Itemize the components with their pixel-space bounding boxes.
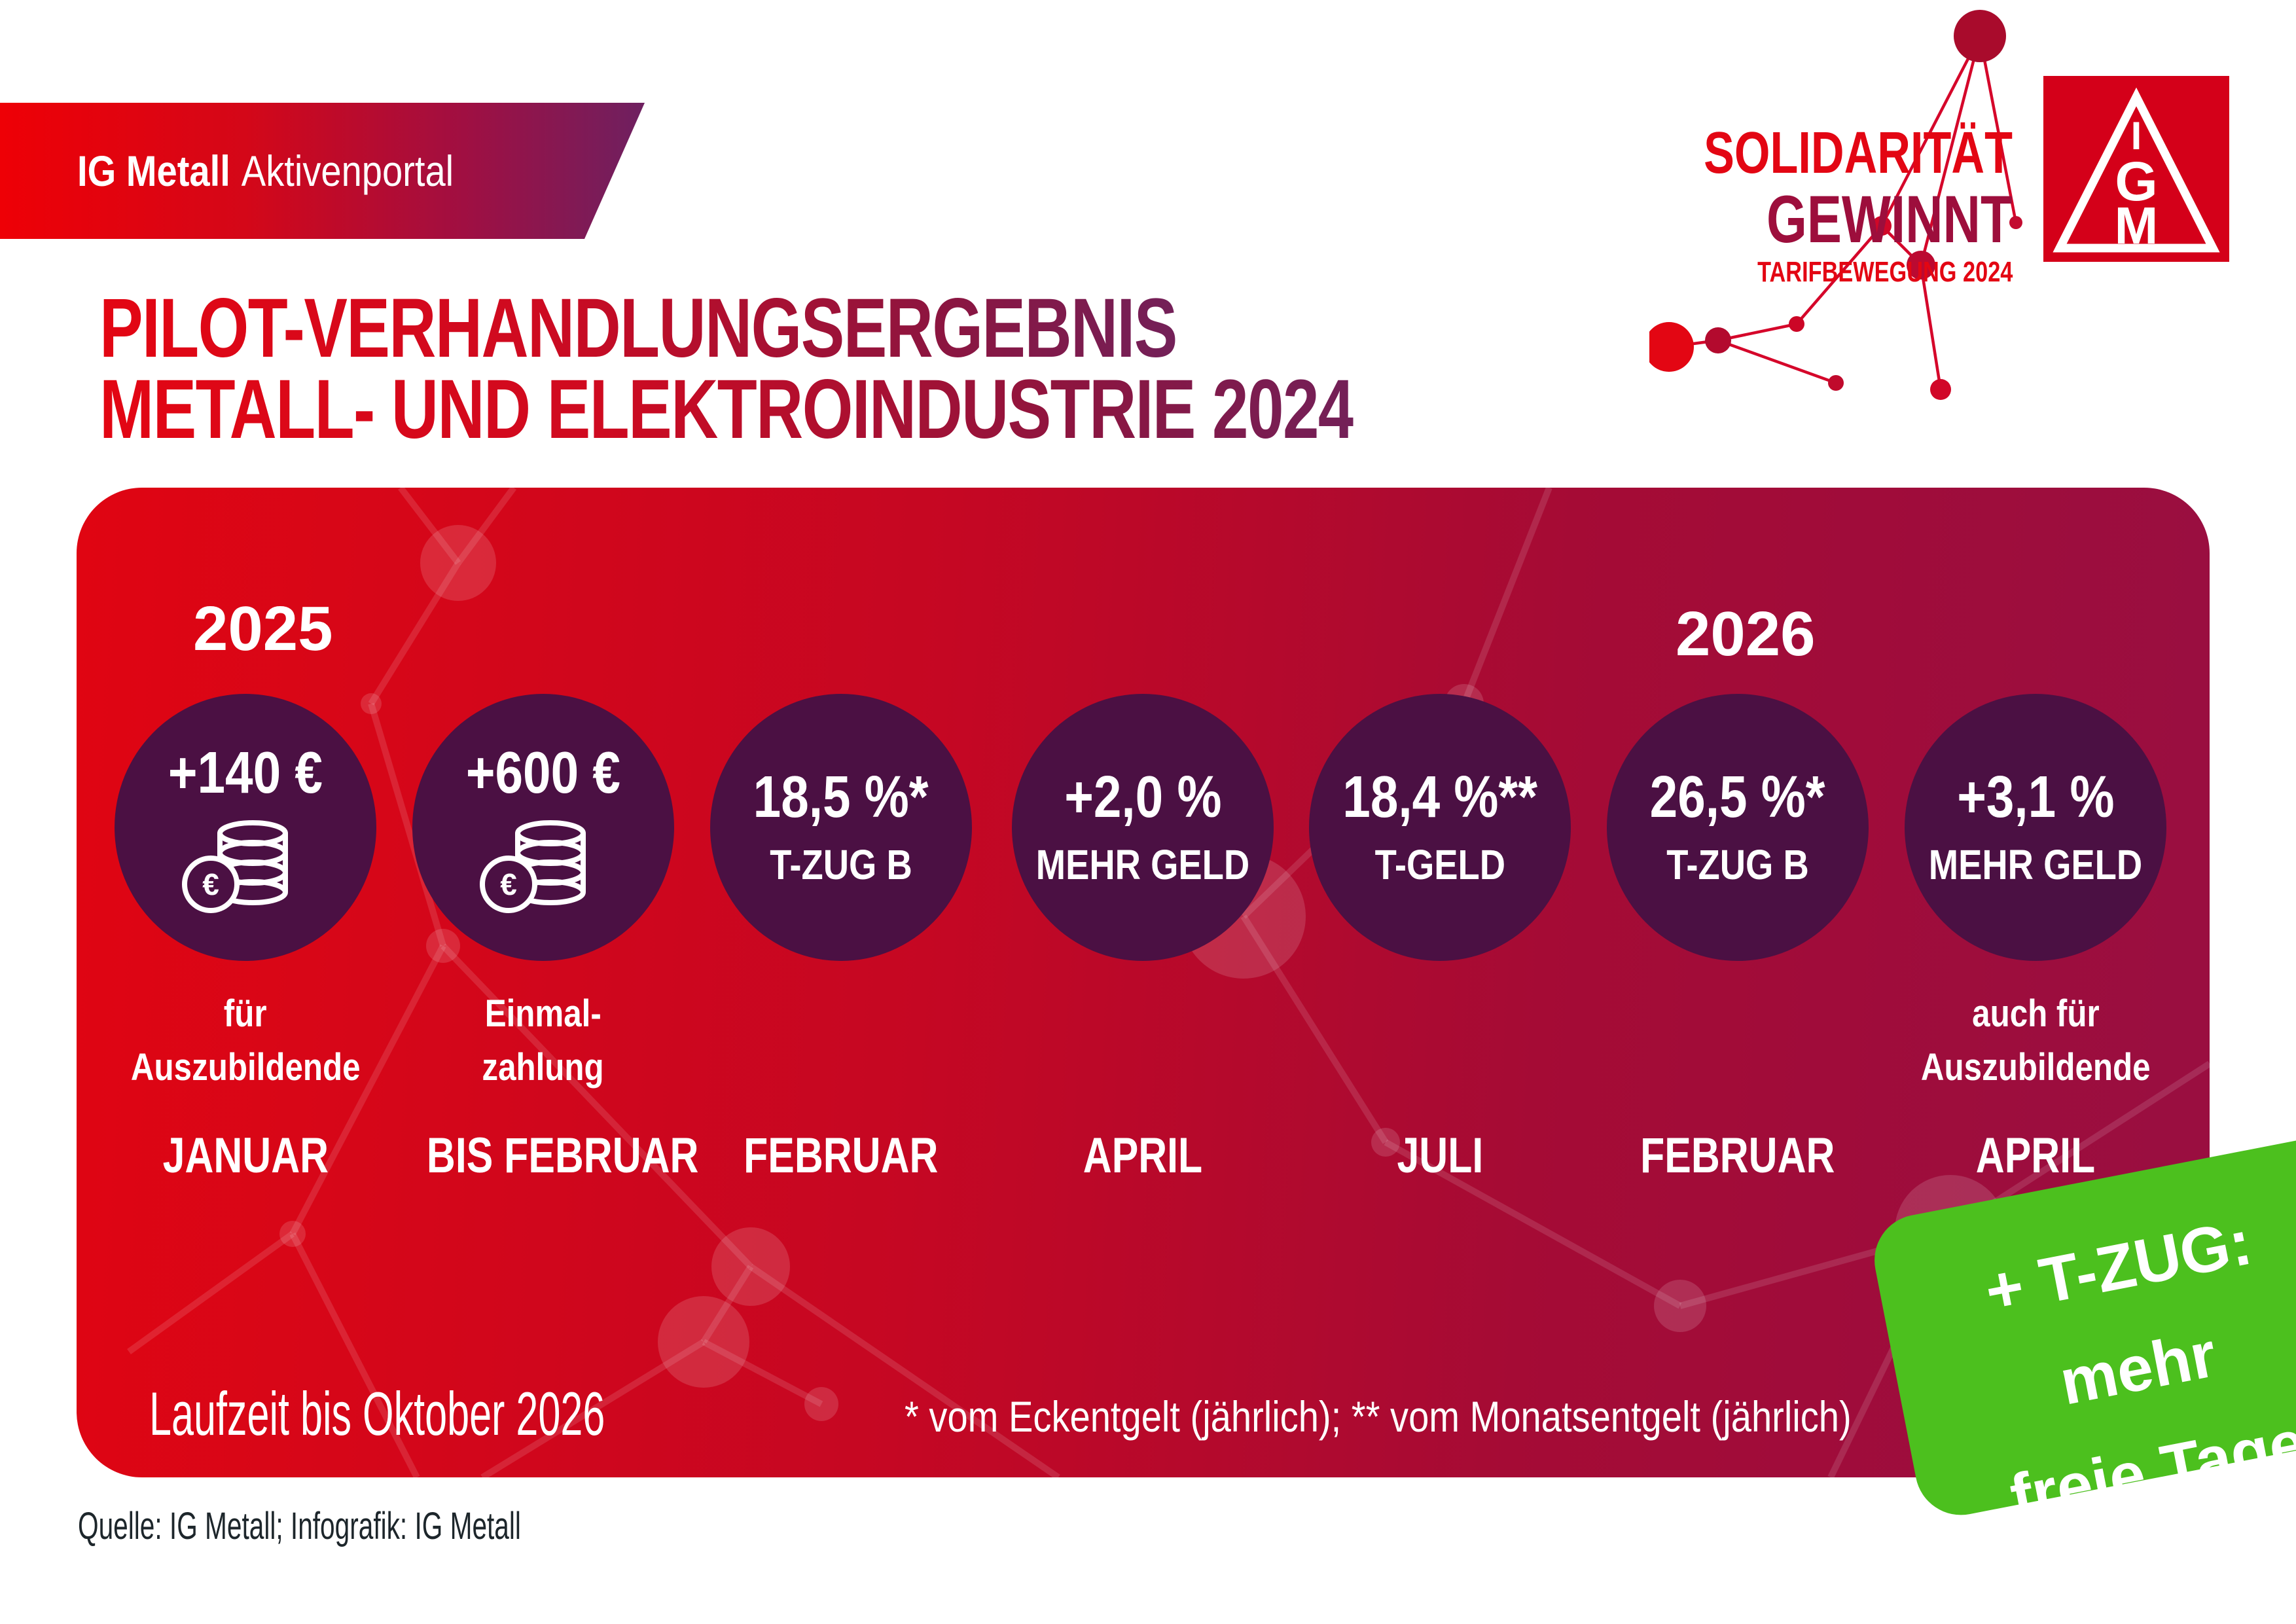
item-sublabel: T-GELD bbox=[1374, 841, 1505, 888]
coins-icon: € bbox=[480, 820, 586, 913]
campaign-claim: SOLIDARITÄT GEWINNT TARIFBEWEGUNG 2024 bbox=[1604, 122, 2013, 291]
igm-logo-icon: I G M bbox=[2053, 87, 2220, 255]
item-note: auch für Auszubildende bbox=[1920, 992, 2151, 1089]
item-month: JANUAR bbox=[162, 1128, 329, 1183]
item-value: +600 € bbox=[465, 740, 621, 806]
item-note: Einmal- zahlung bbox=[482, 992, 605, 1089]
item-value: 18,5 %* bbox=[753, 765, 929, 830]
value-bubble: 18,4 %** T-GELD bbox=[1309, 694, 1571, 961]
value-bubble: +2,0 % MEHR GELD bbox=[1012, 694, 1274, 961]
footnote: * vom Eckentgelt (jährlich); ** vom Mona… bbox=[905, 1392, 1852, 1441]
timeline-panel: 2025 2026 +140 € € bbox=[77, 488, 2210, 1477]
item-value: 18,4 %** bbox=[1342, 765, 1537, 830]
item-month: BIS FEBRUAR bbox=[426, 1128, 699, 1183]
campaign-line-1: SOLIDARITÄT bbox=[1704, 120, 2013, 186]
item-month: APRIL bbox=[1975, 1128, 2096, 1183]
brand-suffix: Aktivenportal bbox=[241, 147, 454, 195]
year-label-2025: 2025 bbox=[193, 594, 333, 664]
year-label-2026: 2026 bbox=[1676, 599, 1816, 669]
value-bubble: +600 € € bbox=[412, 694, 674, 961]
value-bubble: 18,5 %* T-ZUG B bbox=[710, 694, 972, 961]
item-sublabel: MEHR GELD bbox=[1035, 841, 1250, 888]
svg-text:€: € bbox=[202, 867, 219, 901]
value-bubble: +140 € € bbox=[115, 694, 376, 961]
timeline-item: +140 € € für Auszubildende bbox=[95, 694, 396, 1309]
item-month: FEBRUAR bbox=[744, 1128, 939, 1183]
timeline-item: +600 € € Einmal- zahlung bbox=[393, 694, 698, 1309]
item-value: +2,0 % bbox=[1064, 765, 1222, 830]
item-note: für Auszubildende bbox=[130, 992, 361, 1089]
value-bubble: +3,1 % MEHR GELD bbox=[1905, 694, 2166, 961]
campaign-line-2: GEWINNT bbox=[1767, 182, 2013, 257]
timeline-item: +2,0 % MEHR GELD APRIL bbox=[992, 694, 1293, 1309]
item-month: APRIL bbox=[1083, 1128, 1203, 1183]
value-bubble: 26,5 %* T-ZUG B bbox=[1607, 694, 1869, 961]
duration-note: Laufzeit bis Oktober 2026 bbox=[149, 1379, 605, 1448]
svg-text:G: G bbox=[2115, 151, 2157, 212]
item-month: FEBRUAR bbox=[1640, 1128, 1835, 1183]
item-sublabel: MEHR GELD bbox=[1928, 841, 2143, 888]
item-month: JULI bbox=[1397, 1128, 1483, 1183]
page-title: PILOT-VERHANDLUNGSERGEBNIS METALL- UND E… bbox=[99, 281, 1707, 456]
timeline-item: 18,4 %** T-GELD JULI bbox=[1289, 694, 1590, 1309]
timeline-item: 26,5 %* T-ZUG B FEBRUAR bbox=[1587, 694, 1888, 1309]
brand-banner: IG Metall Aktivenportal bbox=[0, 103, 645, 239]
svg-text:M: M bbox=[2115, 196, 2159, 255]
svg-text:I: I bbox=[2131, 114, 2142, 158]
timeline-item: 18,5 %* T-ZUG B FEBRUAR bbox=[691, 694, 992, 1309]
svg-text:€: € bbox=[500, 867, 517, 901]
item-sublabel: T-ZUG B bbox=[770, 841, 912, 888]
campaign-line-3: TARIFBEWEGUNG 2024 bbox=[1757, 256, 2013, 288]
page-title-line-1: PILOT-VERHANDLUNGSERGEBNIS bbox=[99, 281, 1177, 375]
brand-name: IG Metall bbox=[77, 147, 230, 195]
item-value: +3,1 % bbox=[1956, 765, 2115, 830]
page-title-line-2: METALL- UND ELEKTROINDUSTRIE 2024 bbox=[99, 363, 1354, 456]
item-value: +140 € bbox=[168, 740, 323, 806]
item-sublabel: T-ZUG B bbox=[1666, 841, 1809, 888]
source-credit: Quelle: IG Metall; Infografik: IG Metall bbox=[78, 1505, 521, 1547]
campaign-network-decoration bbox=[1649, 10, 2022, 400]
timeline-item: +3,1 % MEHR GELD auch für Auszubildende … bbox=[1885, 694, 2186, 1309]
igm-logo: I G M bbox=[2043, 76, 2229, 262]
coins-icon: € bbox=[182, 820, 288, 913]
item-value: 26,5 %* bbox=[1650, 765, 1825, 830]
